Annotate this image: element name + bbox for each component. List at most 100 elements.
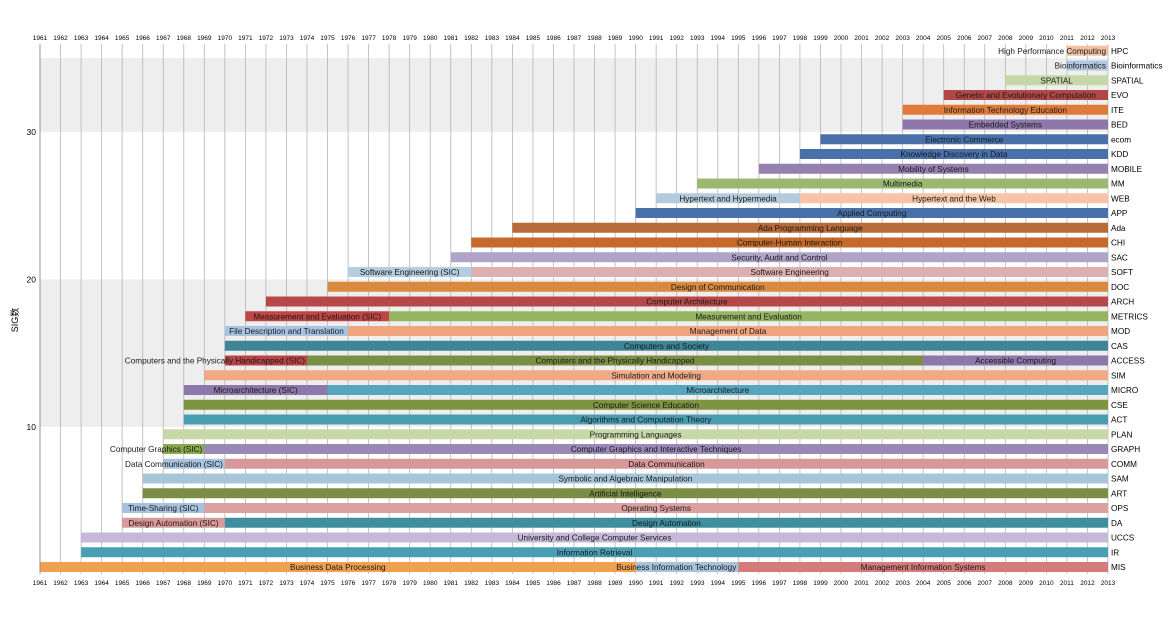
- x-tick-label: 1969: [197, 35, 212, 42]
- row-codes: MIS IR UCCS DA OPS ART SAM COMM GRAPH PLAN ACT CSE M…: [1111, 47, 1162, 572]
- bar-label: Software Engineering (SIC): [360, 268, 460, 277]
- x-tick-label: 1985: [526, 580, 541, 587]
- bar-label: Computer Architecture: [646, 298, 728, 307]
- bar-segment: [183, 414, 1108, 425]
- bar-segment: [1066, 45, 1108, 56]
- x-tick-label: 1986: [546, 35, 561, 42]
- y-axis-title: SIG数: [9, 308, 20, 333]
- x-tick-label: 1961: [33, 35, 48, 42]
- bar-segment: [697, 178, 1108, 189]
- row-code: MIS: [1111, 563, 1126, 572]
- bar-label: Multimedia: [883, 180, 923, 189]
- bar-segment: [327, 281, 1108, 292]
- bar-label: Hypertext and the Web: [912, 194, 996, 203]
- bar-label: File Description and Translation: [229, 327, 344, 336]
- row-code: ITE: [1111, 106, 1124, 115]
- bar-label: Computer Science Education: [593, 401, 699, 410]
- bar-segment: [224, 355, 307, 366]
- x-tick-label: 2010: [1039, 35, 1054, 42]
- x-tick-label: 1993: [690, 580, 705, 587]
- bar-label: Computer-Human Interaction: [737, 239, 843, 248]
- x-tick-label: 2010: [1039, 580, 1054, 587]
- bar-segment: [1005, 75, 1108, 86]
- x-tick-label: 2009: [1019, 35, 1034, 42]
- x-tick-label: 1979: [402, 580, 417, 587]
- bar-label: Computers and Society: [624, 342, 710, 351]
- bar-segment: [348, 267, 472, 277]
- bar-segment: [81, 532, 1109, 543]
- x-tick-label: 2012: [1080, 35, 1095, 42]
- bar-label: Design Automation (SIC): [128, 519, 218, 528]
- y-tick-label: 20: [27, 274, 37, 284]
- bar-segment: [799, 193, 1108, 204]
- bar-label: Hypertext and Hypermedia: [679, 194, 777, 203]
- bar-label: Computers and the Physically Handicapped…: [125, 357, 305, 366]
- row-code: SAC: [1111, 253, 1128, 262]
- x-tick-label: 2000: [834, 580, 849, 587]
- x-tick-label: 1988: [587, 35, 602, 42]
- x-tick-label: 2013: [1101, 580, 1116, 587]
- bar-segment: [471, 267, 1108, 277]
- bar-segment: [738, 562, 1108, 572]
- x-tick-label: 1965: [115, 35, 130, 42]
- bar-segment: [348, 326, 1109, 336]
- x-tick-label: 1983: [485, 580, 500, 587]
- x-tick-label: 1989: [608, 580, 623, 587]
- x-tick-label: 1967: [156, 580, 171, 587]
- x-tick-label: 1963: [74, 580, 89, 587]
- bar-label: Business Data Processing: [290, 563, 386, 572]
- x-tick-label: 2001: [854, 35, 869, 42]
- bar-label: Computer Graphics (SIC): [110, 445, 203, 454]
- x-tick-label: 1970: [218, 35, 233, 42]
- bar-segment: [389, 311, 1109, 322]
- bar-segment: [142, 473, 1108, 484]
- bar-label: SPATIAL: [1040, 76, 1073, 85]
- bar-segment: [799, 149, 1108, 159]
- x-tick-label: 1997: [772, 35, 787, 42]
- bar-labels: Business Data Processing Business Informa…: [110, 47, 1107, 572]
- row-code: UCCS: [1111, 534, 1135, 543]
- bar-label: Business Information Technology: [616, 563, 737, 572]
- bar-label: University and College Computer Services: [518, 534, 672, 543]
- row-code: EVO: [1111, 91, 1128, 100]
- row-code: MOBILE: [1111, 165, 1142, 174]
- x-tick-label: 2008: [998, 580, 1013, 587]
- bar-segment: [204, 503, 1109, 513]
- bar-segment: [142, 488, 1108, 499]
- row-code: METRICS: [1111, 312, 1148, 321]
- x-tick-label: 1992: [669, 580, 684, 587]
- bar-segment: [224, 517, 1108, 528]
- row-code: DOC: [1111, 283, 1129, 292]
- bar-segment: [40, 562, 636, 572]
- row-code: SOFT: [1111, 268, 1133, 277]
- row-code: BED: [1111, 121, 1128, 130]
- x-tick-label: 1999: [813, 580, 828, 587]
- row-code: ecom: [1111, 135, 1131, 144]
- x-tick-label: 1993: [690, 35, 705, 42]
- x-tick-label: 1985: [526, 35, 541, 42]
- bar-segment: [820, 134, 1108, 145]
- x-tick-label: 1961: [33, 580, 48, 587]
- bar-label: Information Retrieval: [557, 548, 633, 557]
- bar-label: Programming Languages: [590, 430, 682, 439]
- row-code: ACCESS: [1111, 357, 1145, 366]
- x-tick-label: 1968: [177, 580, 192, 587]
- x-tick-label: 1990: [628, 35, 643, 42]
- x-tick-label: 2011: [1060, 35, 1074, 42]
- bar-label: Data Communication: [628, 460, 705, 469]
- x-tick-label: 1995: [731, 35, 746, 42]
- bar-segment: [635, 562, 739, 572]
- bar-label: Symbolic and Algebraic Manipulation: [558, 475, 692, 484]
- x-tick-label: 1963: [74, 35, 89, 42]
- bar-segment: [471, 237, 1108, 248]
- x-tick-label: 1983: [485, 35, 500, 42]
- x-tick-label: 1998: [793, 35, 808, 42]
- bar-label: Mobility of Systems: [898, 165, 969, 174]
- x-axis-bottom: 1961 1962 1963 1964 1965 1966 1967 1968 1969 1970…: [33, 580, 1116, 587]
- x-tick-label: 1994: [711, 35, 726, 42]
- bar-segment: [1066, 60, 1108, 71]
- bar-label: Applied Computing: [837, 209, 907, 218]
- bar-segment: [224, 458, 1108, 469]
- x-tick-label: 1967: [156, 35, 171, 42]
